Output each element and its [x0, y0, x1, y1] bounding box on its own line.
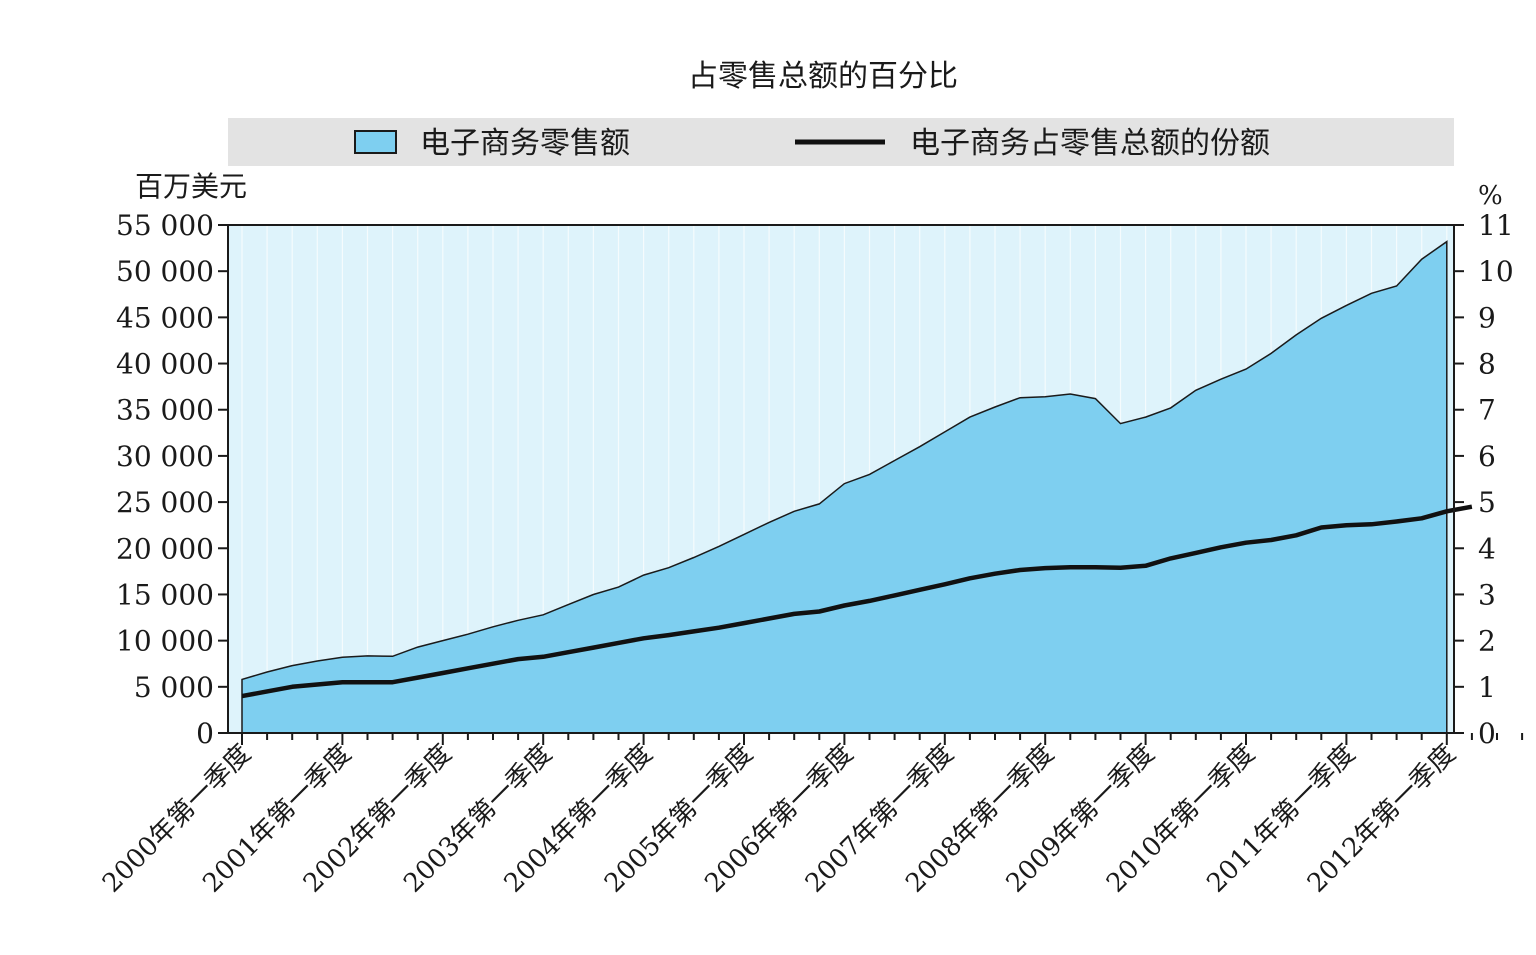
right-tick-label: 2 — [1478, 625, 1496, 658]
left-axis: 0 5 000 10 000 15 000 20 000 25 000 30 000 35 0… — [116, 209, 228, 750]
left-tick-label: 0 — [196, 717, 214, 750]
right-tick-label: 0 — [1478, 717, 1496, 750]
left-tick-label: 40 000 — [116, 348, 214, 381]
legend-area-swatch — [354, 130, 397, 154]
right-tick-label: 5 — [1478, 486, 1496, 519]
right-tick-label: 8 — [1478, 348, 1496, 381]
left-tick-label: 50 000 — [116, 255, 214, 288]
left-tick-label: 45 000 — [116, 301, 214, 334]
left-tick-label: 30 000 — [116, 440, 214, 473]
left-tick-label: 35 000 — [116, 394, 214, 427]
right-tick-label: 9 — [1478, 301, 1496, 334]
ecommerce-share-line — [241, 504, 1473, 699]
legend-area-label: 电子商务零售额 — [420, 126, 630, 161]
ecommerce-sales-area — [241, 240, 1448, 734]
right-tick-label: 11 — [1478, 209, 1514, 242]
legend-line-label: 电子商务占零售总额的份额 — [910, 126, 1270, 161]
right-tick-label: 1 — [1478, 671, 1496, 704]
left-tick-label: 10 000 — [116, 625, 214, 658]
right-axis-unit: % — [1478, 181, 1503, 211]
right-tick-label: 4 — [1478, 532, 1496, 565]
left-tick-label: 25 000 — [116, 486, 214, 519]
plot-frame — [227, 224, 1455, 734]
left-axis-unit: 百万美元 — [135, 170, 247, 203]
legend: 电子商务零售额 电子商务占零售总额的份额 — [354, 126, 1270, 161]
right-axis: 0 1 2 3 4 5 6 7 8 9 10 11 — [1454, 209, 1514, 750]
left-tick-label: 5 000 — [134, 671, 214, 704]
left-tick-label: 55 000 — [116, 209, 214, 242]
left-tick-label: 20 000 — [116, 532, 214, 565]
right-tick-label: 7 — [1478, 394, 1496, 427]
right-tick-label: 3 — [1478, 578, 1496, 611]
right-tick-label: 6 — [1478, 440, 1496, 473]
right-tick-label: 10 — [1478, 255, 1514, 288]
left-tick-label: 15 000 — [116, 578, 214, 611]
chart-title: 占零售总额的百分比 — [688, 59, 958, 94]
